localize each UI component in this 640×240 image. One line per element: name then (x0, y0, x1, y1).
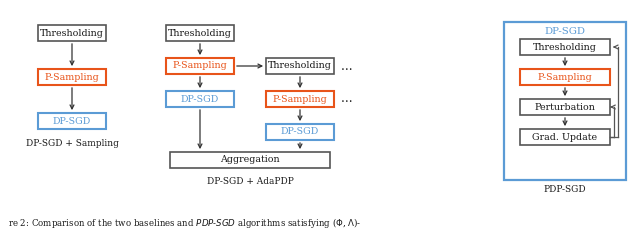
Text: ...: ... (337, 92, 353, 106)
Text: Thresholding: Thresholding (40, 29, 104, 37)
Bar (266, 91, 334, 107)
Bar (38, 69, 106, 85)
Text: P-Sampling: P-Sampling (273, 95, 328, 103)
Text: Grad. Update: Grad. Update (532, 132, 598, 142)
Text: DP-SGD: DP-SGD (545, 26, 586, 36)
Text: Thresholding: Thresholding (168, 29, 232, 37)
Bar (520, 69, 610, 85)
Bar (166, 91, 234, 107)
Bar (38, 113, 106, 129)
Bar (520, 129, 610, 145)
Bar (504, 22, 626, 180)
Text: DP-SGD + Sampling: DP-SGD + Sampling (26, 139, 118, 149)
Text: Thresholding: Thresholding (533, 42, 597, 52)
Text: DP-SGD: DP-SGD (281, 127, 319, 137)
Text: Aggregation: Aggregation (220, 156, 280, 164)
Bar (170, 152, 330, 168)
Bar (266, 58, 334, 74)
Bar (266, 124, 334, 140)
Bar (520, 39, 610, 55)
Text: P-Sampling: P-Sampling (173, 61, 227, 71)
Bar (38, 25, 106, 41)
Text: P-Sampling: P-Sampling (45, 72, 99, 82)
Text: DP-SGD: DP-SGD (53, 116, 91, 126)
Text: DP-SGD + AdaPDP: DP-SGD + AdaPDP (207, 178, 293, 186)
Text: Perturbation: Perturbation (534, 102, 595, 112)
Text: ...: ... (337, 60, 353, 72)
Bar (166, 58, 234, 74)
Text: P-Sampling: P-Sampling (538, 72, 593, 82)
Bar (520, 99, 610, 115)
Text: PDP-SGD: PDP-SGD (544, 186, 586, 194)
Text: Thresholding: Thresholding (268, 61, 332, 71)
Text: re 2: Comparison of the two baselines and $\it{PDP}$-$\it{SGD}$ algorithms satis: re 2: Comparison of the two baselines an… (8, 216, 362, 230)
Text: DP-SGD: DP-SGD (181, 95, 219, 103)
Bar (166, 25, 234, 41)
